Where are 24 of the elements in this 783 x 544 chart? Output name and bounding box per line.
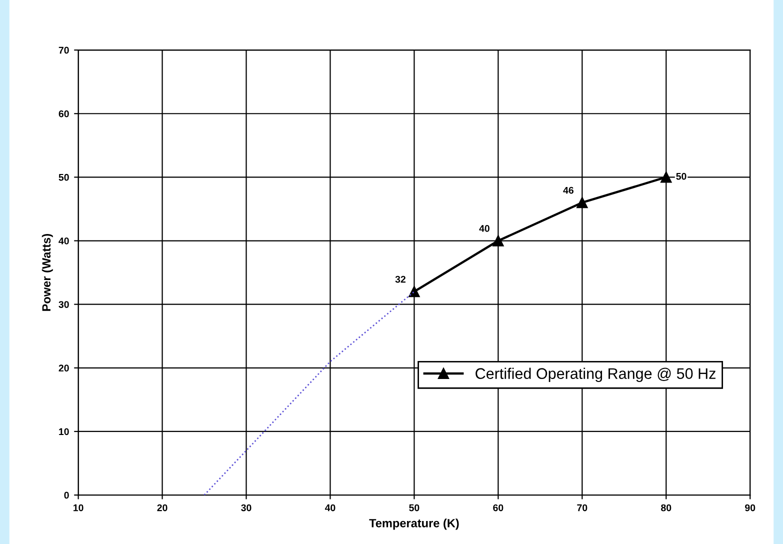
x-tick-label: 80 [661,504,672,512]
y-tick-label: 60 [58,110,69,118]
x-tick-label: 50 [409,504,420,512]
x-tick-label: 40 [324,504,336,512]
data-label: 32 [395,276,406,283]
y-tick-label: 0 [64,492,69,499]
y-tick-label: 10 [59,428,69,436]
y-tick-label: 20 [58,364,69,372]
y-tick-label: 70 [58,46,69,54]
legend-label: Certified Operating Range @ 50 Hz [476,368,716,382]
y-tick-label: 40 [58,237,69,244]
y-tick-label: 50 [58,174,69,181]
data-label: 40 [479,225,490,232]
x-tick-label: 20 [157,504,168,512]
data-label: 46 [563,186,574,194]
x-tick-label: 90 [745,504,756,512]
x-tick-label: 60 [493,504,504,512]
x-tick-label: 70 [577,504,588,512]
x-tick-label: 30 [241,504,252,512]
y-axis-title: Power (Watts) [42,234,53,311]
x-axis-title: Temperature (K) [369,518,459,530]
y-tick-label: 30 [58,301,69,308]
x-tick-label: 10 [74,504,84,512]
data-label: 50 [676,172,686,180]
